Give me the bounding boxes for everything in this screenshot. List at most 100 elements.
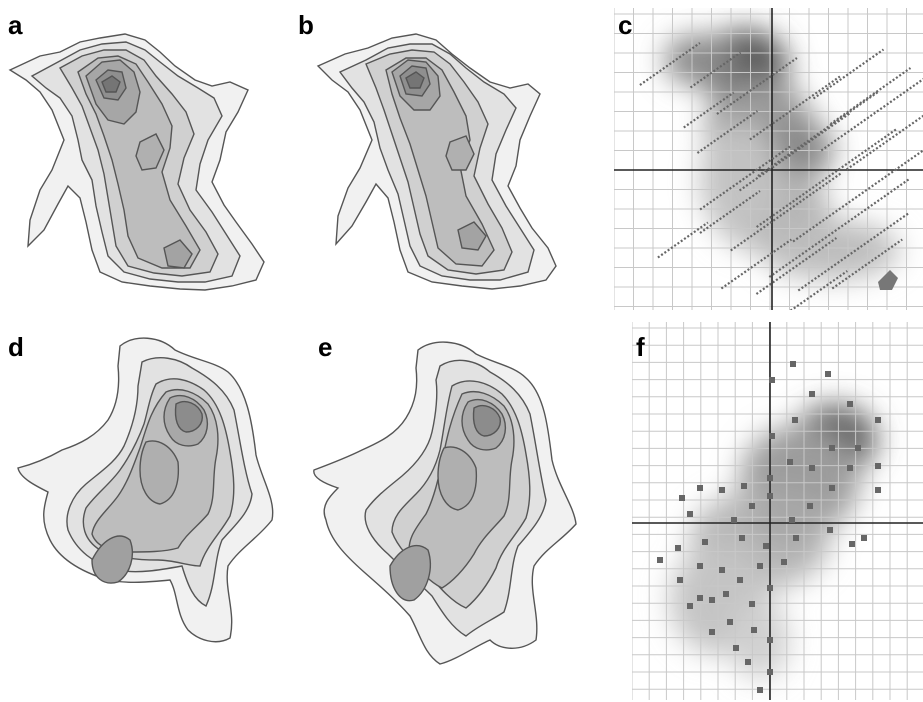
panel-f-square-marker: [875, 417, 881, 423]
panel-f-square-marker: [757, 687, 763, 693]
panel-e-contour-map: [313, 341, 577, 665]
panel-f-square-marker: [733, 645, 739, 651]
panel-f-square-marker: [792, 417, 798, 423]
panel-f-grid: [632, 322, 923, 700]
panel-f-square-marker: [847, 465, 853, 471]
panel-f-square-marker: [751, 627, 757, 633]
panel-b-contour-level-4: [385, 57, 495, 267]
panel-c-dash-streak: [755, 237, 838, 295]
panel-e-contour-level-7: [472, 404, 501, 437]
panel-f-square-marker: [767, 493, 773, 499]
panel-b-contour-level-9: [457, 221, 487, 251]
panel-d-contour-level-7: [174, 400, 203, 433]
panel-f-square-marker: [749, 503, 755, 509]
panel-c-dash-streak: [639, 42, 701, 86]
panel-f-square-marker: [787, 459, 793, 465]
panel-f-square-marker: [741, 483, 747, 489]
panel-d-contour-level-6: [139, 440, 180, 505]
panel-b-contour-map: [316, 33, 557, 290]
panel-c-density-background: [664, 28, 900, 280]
panel-f-square-marker: [709, 597, 715, 603]
panel-c-dash-markers: [639, 42, 923, 310]
panel-a-contour-level-6: [135, 133, 165, 171]
panel-f-square-marker: [657, 557, 663, 563]
panel-f-square-marker: [847, 401, 853, 407]
panel-f-square-marker: [697, 595, 703, 601]
panel-f-square-marker: [807, 503, 813, 509]
panel-f-square-marker: [709, 629, 715, 635]
panel-f-square-marker: [697, 563, 703, 569]
panel-f-square-marker: [790, 361, 796, 367]
panel-a-contour-level-9: [163, 239, 193, 269]
panel-c-dash-streak: [696, 110, 759, 154]
panel-a-contour-level-8: [101, 75, 121, 93]
panel-f-square-marker: [829, 485, 835, 491]
panel-c-dash-streak: [812, 48, 885, 100]
panel-c-marker-cluster: [878, 270, 898, 290]
panel-f-square-marker: [749, 601, 755, 607]
panel-f-square-marker: [809, 465, 815, 471]
panel-f-square-marker: [697, 485, 703, 491]
panel-f-square-marker: [875, 487, 881, 493]
panel-f-square-marker: [793, 535, 799, 541]
panel-c-scatter-plot: [614, 8, 923, 310]
panel-f-square-marker: [677, 577, 683, 583]
panel-f-scatter-plot: [632, 322, 923, 700]
panel-d-contour-level-8: [91, 535, 134, 584]
panel-f-square-marker: [739, 535, 745, 541]
panel-f-square-marker: [702, 539, 708, 545]
panel-c-dash-streak: [768, 178, 910, 278]
panel-c-dash-streak: [657, 221, 709, 259]
panel-f-square-markers: [657, 361, 881, 693]
panel-a-label: a: [8, 10, 23, 40]
panel-f-square-marker: [763, 543, 769, 549]
panel-e-contour-level-8: [389, 545, 432, 602]
panel-f-square-marker: [719, 487, 725, 493]
panel-f-square-marker: [687, 603, 693, 609]
panel-f-square-marker: [727, 619, 733, 625]
panel-f-label: f: [636, 332, 645, 362]
panel-b-contour-level-8: [405, 71, 425, 89]
panel-f-square-marker: [875, 463, 881, 469]
panel-c-dash-streak: [755, 128, 898, 228]
panel-c-grid: [614, 8, 923, 310]
panel-f-square-marker: [757, 563, 763, 569]
panel-c-dash-streak: [716, 57, 798, 115]
panel-f-square-marker: [855, 445, 861, 451]
panel-e-contour-level-6: [437, 446, 478, 511]
panel-f-square-marker: [687, 511, 693, 517]
panel-f-square-marker: [745, 659, 751, 665]
panel-e-label: e: [318, 332, 332, 362]
panel-b-label: b: [298, 10, 314, 40]
panel-c-dash-streak: [829, 67, 912, 125]
panel-f-square-marker: [767, 669, 773, 675]
panel-f-square-marker: [789, 517, 795, 523]
panel-a-contour-map: [8, 33, 265, 291]
panel-f-square-marker: [827, 527, 833, 533]
panel-d-label: d: [8, 332, 24, 362]
panel-f-square-marker: [719, 567, 725, 573]
panel-d-contour-map: [17, 337, 274, 643]
panel-c-label: c: [618, 10, 632, 40]
panel-f-square-marker: [737, 577, 743, 583]
panel-f-square-marker: [767, 585, 773, 591]
panel-f-square-marker: [829, 445, 835, 451]
panel-f-square-marker: [861, 535, 867, 541]
panel-c-axes: [614, 8, 923, 310]
panel-c-dash-streak: [792, 149, 923, 243]
panel-c-dash-streak: [699, 190, 761, 234]
panel-f-square-marker: [767, 475, 773, 481]
panel-f-square-marker: [723, 591, 729, 597]
panel-f-square-marker: [769, 433, 775, 439]
panel-b-contour-level-6: [445, 135, 475, 171]
panel-f-square-marker: [781, 559, 787, 565]
panel-f-square-marker: [809, 391, 815, 397]
panel-c-dash-streak: [789, 270, 848, 310]
panel-f-square-marker: [679, 495, 685, 501]
panel-f-square-marker: [825, 371, 831, 377]
panel-f-square-marker: [675, 545, 681, 551]
panel-f-square-marker: [849, 541, 855, 547]
panel-f-square-marker: [731, 517, 737, 523]
panel-f-square-marker: [769, 377, 775, 383]
